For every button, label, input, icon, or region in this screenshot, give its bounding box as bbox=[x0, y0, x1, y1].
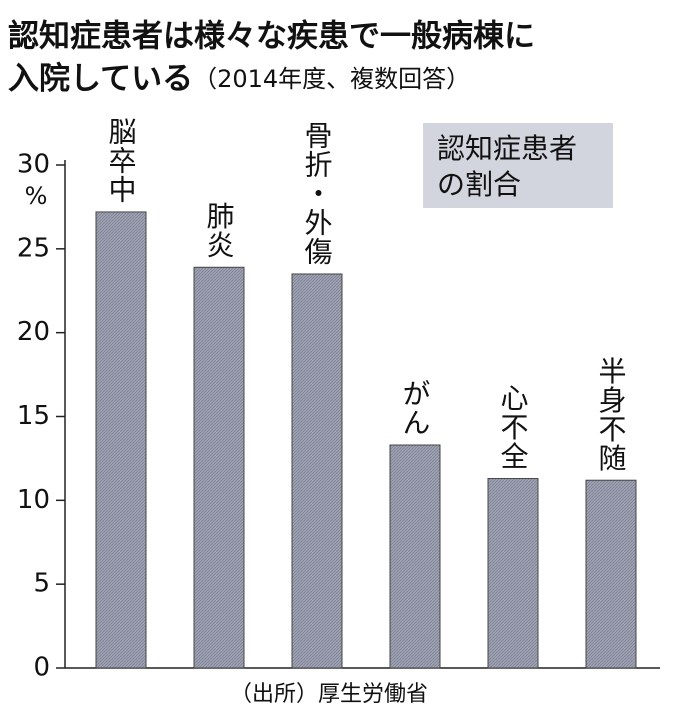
chart-title: 認知症患者は様々な疾患で一般病棟に bbox=[8, 19, 535, 55]
y-tick-label: 25 bbox=[17, 233, 50, 263]
x-tick-label: がん bbox=[399, 379, 432, 437]
y-tick-label: 0 bbox=[33, 653, 50, 683]
x-tick-label: 骨折・外傷 bbox=[301, 121, 334, 266]
x-tick-label: 脳卒中 bbox=[105, 117, 138, 204]
y-tick-label: 10 bbox=[17, 485, 50, 515]
title-line: 入院している（2014年度、複数回答） bbox=[8, 61, 470, 97]
chart-title: 入院している bbox=[8, 61, 193, 97]
x-tick-label: 半身不随 bbox=[595, 356, 628, 472]
legend-label: 認知症患者の割合 bbox=[437, 132, 578, 201]
legend-box bbox=[423, 123, 613, 208]
y-tick-label: 5 bbox=[33, 569, 50, 599]
source: （出所）厚生労働省 bbox=[230, 682, 428, 707]
y-unit: % bbox=[25, 182, 48, 210]
bar bbox=[95, 211, 147, 669]
legend-holder: 認知症患者の割合 bbox=[437, 132, 578, 201]
y-tick-label: 30 bbox=[17, 150, 50, 180]
bar bbox=[585, 479, 637, 669]
x-tick-label: 心不全 bbox=[497, 384, 530, 471]
bar bbox=[291, 273, 343, 669]
bar bbox=[389, 444, 441, 669]
x-tick-label: 肺炎 bbox=[203, 201, 236, 259]
y-tick-label: 15 bbox=[17, 401, 50, 431]
bar bbox=[487, 478, 539, 669]
chart-subtitle: （2014年度、複数回答） bbox=[193, 65, 470, 93]
bar bbox=[193, 266, 245, 669]
y-tick-label: 20 bbox=[17, 317, 50, 347]
